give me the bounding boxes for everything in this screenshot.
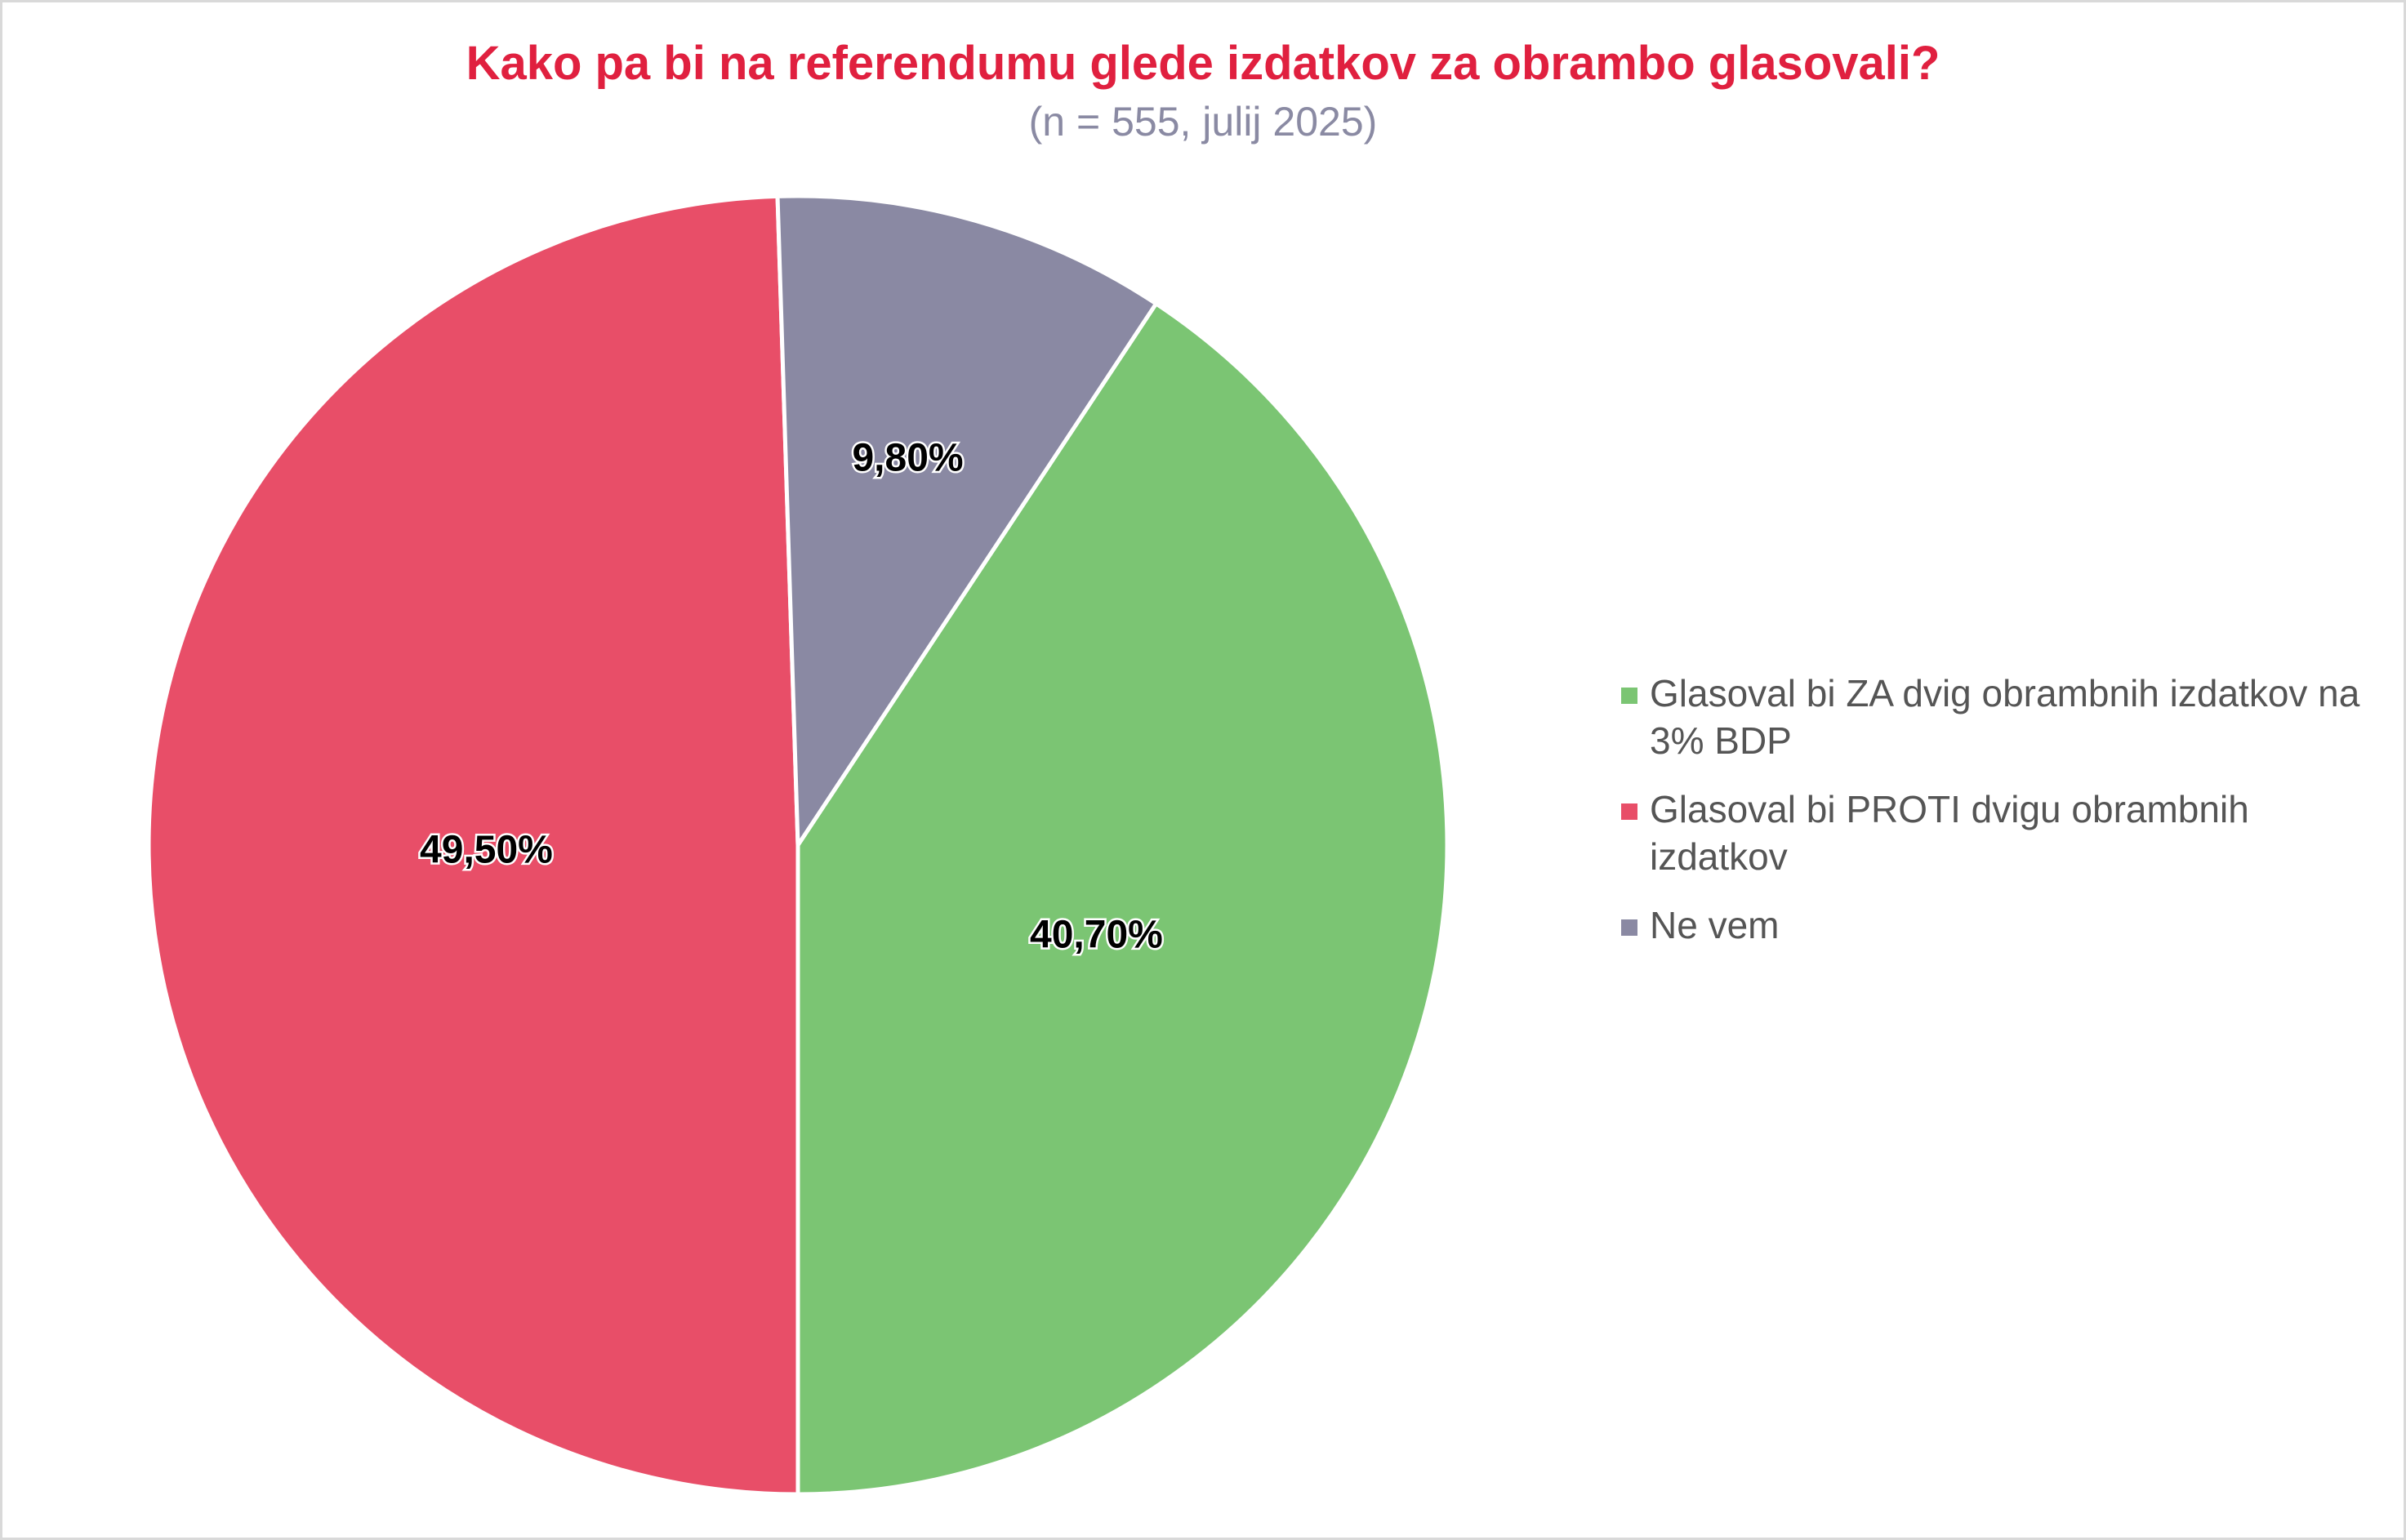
legend-label-za: Glasoval bi ZA dvig obrambnih izdatkov n…	[1650, 672, 2360, 762]
legend-label-ne-vem: Ne vem	[1650, 904, 1780, 946]
chart-subtitle: (n = 555, julij 2025)	[1028, 99, 1378, 145]
legend-item-za: Glasoval bi ZA dvig obrambnih izdatkov n…	[1621, 670, 2381, 764]
legend-item-ne-vem: Ne vem	[1621, 901, 2381, 949]
data-label-ne-vem: 9,80%	[852, 436, 963, 479]
legend: Glasoval bi ZA dvig obrambnih izdatkov n…	[1621, 670, 2381, 970]
pie-slice-ne-vem	[775, 194, 1159, 848]
data-label-proti: 49,50%	[420, 828, 553, 871]
chart-title: Kako pa bi na referendumu glede izdatkov…	[466, 37, 1940, 90]
legend-item-proti: Glasoval bi PROTI dvigu obrambnih izdatk…	[1621, 786, 2381, 880]
legend-swatch-proti	[1621, 803, 1637, 820]
legend-label-proti: Glasoval bi PROTI dvigu obrambnih izdatk…	[1650, 788, 2249, 878]
data-label-za: 40,70%	[1030, 913, 1163, 956]
pie-slice-proti	[146, 194, 800, 1497]
legend-swatch-za	[1621, 688, 1637, 704]
legend-swatch-ne-vem	[1621, 919, 1637, 936]
